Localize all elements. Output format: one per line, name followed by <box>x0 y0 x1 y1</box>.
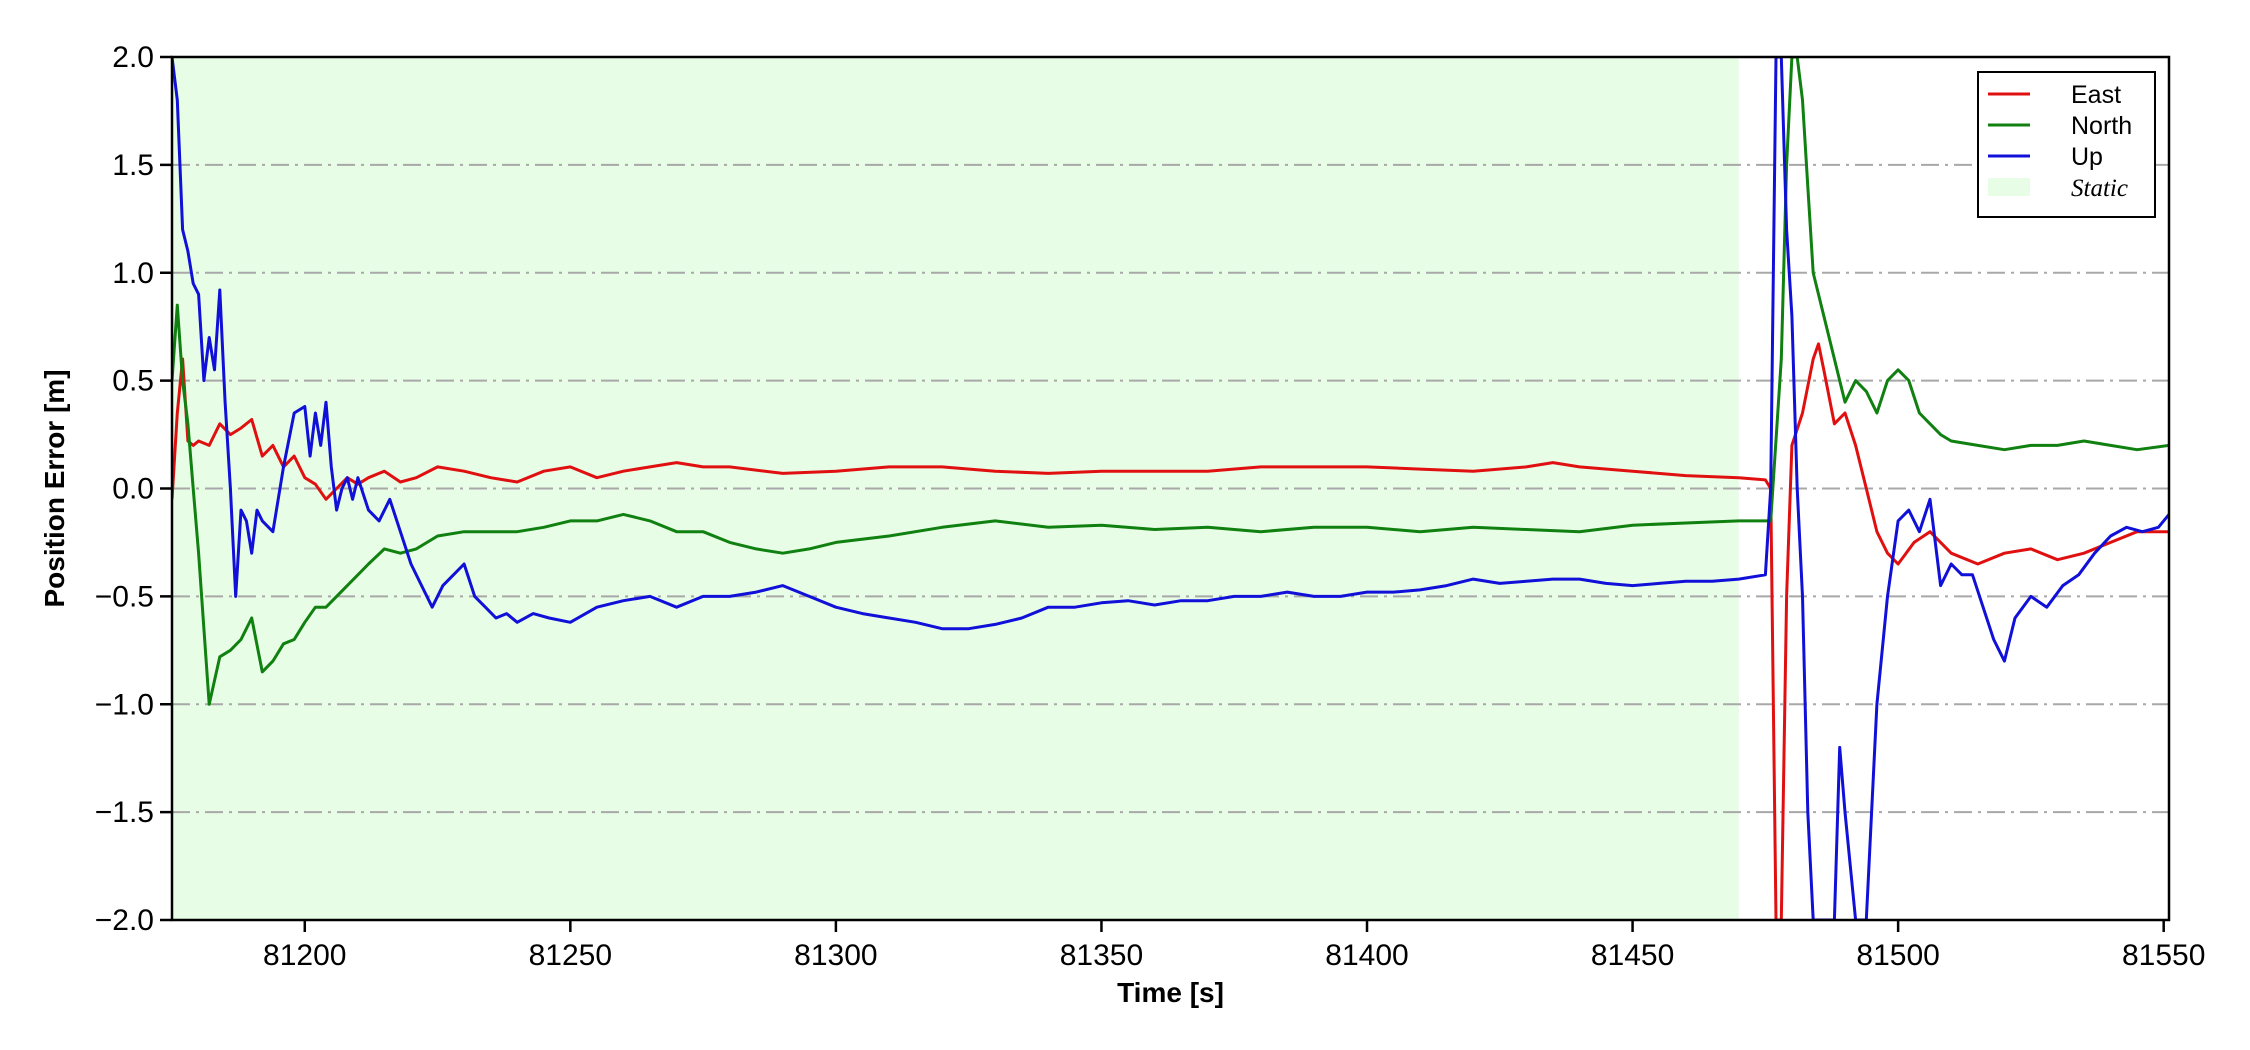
x-tick-label: 81250 <box>529 939 612 972</box>
axis-ticks: 2.0 1.5 1.0 0.5 0.0 −0.5 −1.0 −1.5 −2.0 81200 8125… <box>95 41 2206 972</box>
legend-swatch-static <box>1988 178 2030 196</box>
y-tick-label: 1.5 <box>112 149 154 182</box>
gridlines <box>172 163 2169 814</box>
y-tick-label: 0.0 <box>112 473 154 506</box>
y-tick-label: 0.5 <box>112 365 154 398</box>
x-tick-label: 81400 <box>1325 939 1408 972</box>
legend-label-east: East <box>2071 81 2121 109</box>
series-lines <box>172 57 2169 920</box>
legend-label-static: Static <box>2071 175 2128 202</box>
y-tick-label: 2.0 <box>112 41 154 74</box>
x-tick-label: 81450 <box>1591 939 1674 972</box>
y-axis-title: Position Error [m] <box>39 369 70 607</box>
x-tick-label: 81200 <box>263 939 346 972</box>
legend-label-up: Up <box>2071 143 2103 171</box>
x-axis-title: Time [s] <box>1117 977 1224 1008</box>
y-tick-label: −1.0 <box>95 688 154 721</box>
series-line-north <box>172 57 2169 706</box>
series-line-up <box>172 57 2169 920</box>
y-tick-label: −2.0 <box>95 904 154 937</box>
legend-label-north: North <box>2071 112 2132 140</box>
y-tick-label: 1.0 <box>112 257 154 290</box>
series-line-east <box>172 342 2169 920</box>
y-tick-label: −0.5 <box>95 580 154 613</box>
y-tick-label: −1.5 <box>95 796 154 829</box>
legend: East North Up Static <box>1977 71 2156 218</box>
x-tick-label: 81300 <box>794 939 877 972</box>
x-tick-label: 81350 <box>1060 939 1143 972</box>
x-tick-label: 81500 <box>1856 939 1939 972</box>
x-tick-label: 81550 <box>2122 939 2205 972</box>
